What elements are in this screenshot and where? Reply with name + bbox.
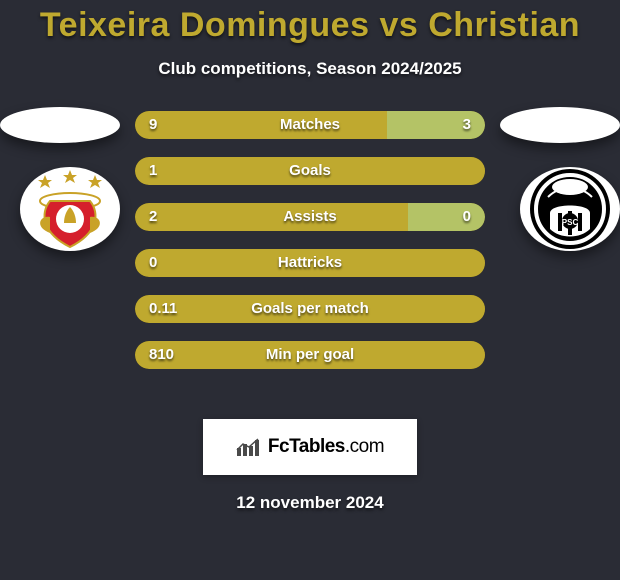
- stat-row: 93Matches: [135, 111, 485, 139]
- player1-crest: [20, 167, 120, 251]
- stat-row: 810Min per goal: [135, 341, 485, 369]
- brand-tld: .com: [345, 436, 384, 457]
- stat-row: 0Hattricks: [135, 249, 485, 277]
- player1-name-ellipse: [0, 107, 120, 143]
- player2-crest: PSC: [520, 167, 620, 251]
- stats-stage: PSC 93Matches 1Goals 20Assists 0Hattricks 0.…: [0, 107, 620, 411]
- date-text: 12 november 2024: [0, 493, 620, 513]
- stat-label: Hattricks: [135, 249, 485, 277]
- svg-text:PSC: PSC: [562, 218, 579, 227]
- portimonense-crest-icon: PSC: [520, 167, 620, 251]
- stat-bars: 93Matches 1Goals 20Assists 0Hattricks 0.11Go…: [135, 111, 485, 387]
- comparison-card: Teixeira Domingues vs Christian Club com…: [0, 0, 620, 580]
- stat-label: Matches: [135, 111, 485, 139]
- brand-text: FcTables.com: [268, 436, 384, 458]
- page-title: Teixeira Domingues vs Christian: [0, 0, 620, 45]
- stat-label: Assists: [135, 203, 485, 231]
- stat-label: Goals: [135, 157, 485, 185]
- player2-name-ellipse: [500, 107, 620, 143]
- brand-logo: FcTables.com: [203, 419, 417, 475]
- benfica-crest-icon: [20, 167, 120, 251]
- stat-row: 0.11Goals per match: [135, 295, 485, 323]
- stat-label: Min per goal: [135, 341, 485, 369]
- stat-row: 1Goals: [135, 157, 485, 185]
- subtitle: Club competitions, Season 2024/2025: [0, 59, 620, 79]
- brand-name: FcTables: [268, 436, 345, 457]
- chart-icon: [236, 438, 262, 456]
- stat-row: 20Assists: [135, 203, 485, 231]
- stat-label: Goals per match: [135, 295, 485, 323]
